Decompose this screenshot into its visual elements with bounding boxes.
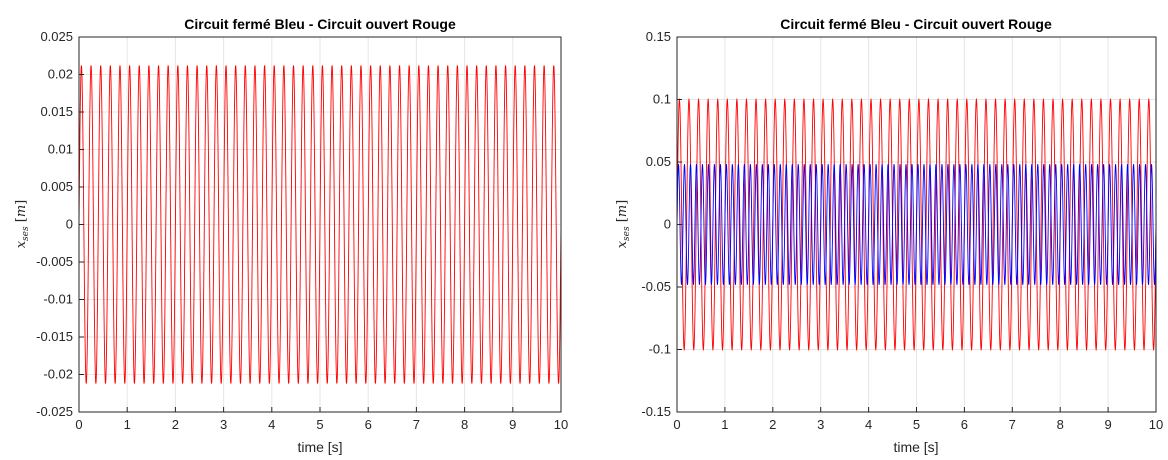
x-tick-label: 9	[1104, 417, 1111, 432]
y-tick-label: -0.05	[641, 279, 671, 294]
y-tick-label: -0.02	[43, 367, 73, 382]
y-tick-label: 0	[66, 217, 73, 232]
ticks-left: 0 1 2 3 4 5 6 7 8 9 10 -0.025 -0.02 -0.015 -0.01 -0.005…	[36, 29, 568, 432]
series-group-right	[676, 97, 1157, 352]
y-tick-label: -0.1	[649, 342, 671, 357]
x-tick-label: 4	[865, 417, 872, 432]
x-tick-label: 7	[413, 417, 420, 432]
x-tick-label: 7	[1009, 417, 1016, 432]
series-line-left-0	[78, 65, 562, 384]
y-tick-label: -0.015	[36, 329, 73, 344]
y-tick-label: 0.025	[40, 29, 73, 44]
y-axis-label-unit-right: [	[615, 217, 630, 226]
x-tick-label: 5	[316, 417, 323, 432]
y-axis-label-close-right: ]	[615, 200, 630, 205]
y-axis-label-subscript-left: ses	[21, 226, 31, 241]
y-tick-label: 0.05	[646, 154, 671, 169]
x-axis-label-right: time [s]	[893, 439, 938, 455]
x-tick-label: 0	[75, 417, 82, 432]
x-tick-label: 3	[220, 417, 227, 432]
y-axis-label-close-left: ]	[14, 200, 29, 205]
chart-title-left: Circuit fermé Bleu - Circuit ouvert Roug…	[184, 16, 456, 32]
x-tick-label: 9	[509, 417, 516, 432]
y-tick-label: 0.01	[48, 142, 73, 157]
x-tick-label: 8	[461, 417, 468, 432]
series-group-left	[78, 65, 562, 384]
x-tick-label: 6	[961, 417, 968, 432]
y-axis-label-right: xses [m]	[615, 200, 632, 249]
y-tick-label: -0.005	[36, 254, 73, 269]
y-tick-label: 0.02	[48, 67, 73, 82]
x-tick-label: 1	[721, 417, 728, 432]
y-tick-label: 0.1	[653, 92, 671, 107]
x-tick-label: 0	[673, 417, 680, 432]
x-tick-label: 2	[172, 417, 179, 432]
ticks-right: 0 1 2 3 4 5 6 7 8 9 10 -0.15 -0.1 -0.05 0 0.05 0.1 0.15	[641, 29, 1163, 432]
y-tick-label: -0.01	[43, 292, 73, 307]
x-tick-label: 5	[913, 417, 920, 432]
x-tick-label: 3	[817, 417, 824, 432]
x-tick-label: 1	[124, 417, 131, 432]
y-tick-label: 0.005	[40, 179, 73, 194]
chart-right: 0 1 2 3 4 5 6 7 8 9 10 -0.15 -0.1 -0.05 0 0.05 0.1 0.15 C…	[615, 16, 1163, 455]
y-tick-label: 0.015	[40, 104, 73, 119]
x-tick-label: 10	[1149, 417, 1163, 432]
y-axis-label-unit-left: [	[14, 217, 29, 226]
x-tick-label: 4	[268, 417, 275, 432]
y-axis-label-subscript-right: ses	[622, 226, 632, 241]
chart-title-right: Circuit fermé Bleu - Circuit ouvert Roug…	[780, 16, 1052, 32]
x-tick-label: 6	[365, 417, 372, 432]
y-tick-label: -0.15	[641, 404, 671, 419]
x-tick-label: 8	[1057, 417, 1064, 432]
x-tick-label: 2	[769, 417, 776, 432]
series-line-right-1	[676, 164, 1157, 285]
y-tick-label: -0.025	[36, 404, 73, 419]
y-tick-label: 0	[664, 217, 671, 232]
chart-left: 0 1 2 3 4 5 6 7 8 9 10 -0.025 -0.02 -0.015 -0.01 -0.005…	[14, 16, 568, 455]
x-tick-label: 10	[554, 417, 568, 432]
y-axis-label-left: xses [m]	[14, 200, 31, 249]
x-axis-label-left: time [s]	[297, 439, 342, 455]
y-tick-label: 0.15	[646, 29, 671, 44]
